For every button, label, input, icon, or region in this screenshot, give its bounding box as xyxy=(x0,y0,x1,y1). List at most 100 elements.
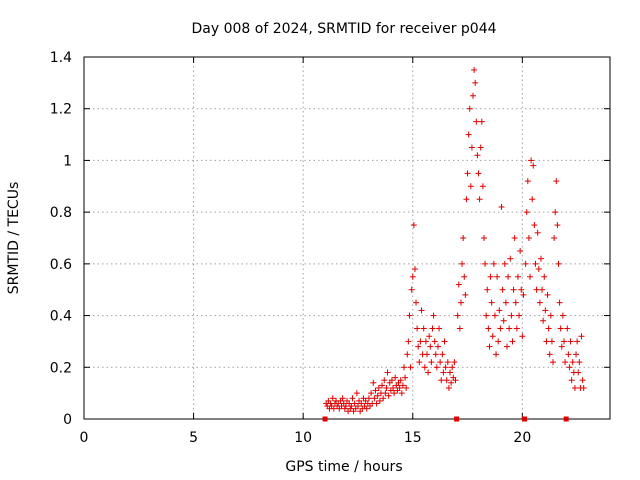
data-point xyxy=(347,405,354,412)
data-point xyxy=(493,351,500,358)
data-point xyxy=(379,382,386,389)
y-tick-label: 0.2 xyxy=(50,360,72,376)
data-point xyxy=(500,317,507,324)
data-point xyxy=(553,178,560,185)
data-point xyxy=(429,325,436,332)
data-point xyxy=(380,395,387,402)
data-point xyxy=(524,178,531,185)
data-point-marker xyxy=(563,416,569,422)
data-point xyxy=(440,369,447,376)
data-point xyxy=(408,286,415,293)
data-point-marker xyxy=(454,416,460,422)
data-point xyxy=(544,291,551,298)
data-point xyxy=(475,170,482,177)
data-point xyxy=(546,351,553,358)
y-axis-label: SRMTID / TECUs xyxy=(6,182,22,295)
data-point xyxy=(571,384,578,391)
data-point xyxy=(447,369,454,376)
data-point xyxy=(568,377,575,384)
data-point xyxy=(322,416,328,422)
data-point xyxy=(480,235,487,241)
data-point xyxy=(341,405,348,412)
data-point xyxy=(498,203,505,210)
data-point xyxy=(525,235,532,241)
y-axis: 0 0.2 0.4 0.6 0.8 1 1.2 1.4 xyxy=(50,50,610,428)
data-point xyxy=(477,144,484,151)
data-point xyxy=(434,343,441,350)
data-point xyxy=(527,273,534,280)
data-point xyxy=(490,260,497,267)
data-point xyxy=(329,395,336,402)
data-point xyxy=(413,299,420,306)
data-point xyxy=(473,118,480,125)
data-point xyxy=(564,325,571,332)
data-point xyxy=(351,400,358,407)
data-point xyxy=(456,325,463,332)
data-point xyxy=(511,235,518,241)
data-point xyxy=(342,403,349,410)
data-point xyxy=(406,312,413,319)
data-point xyxy=(529,196,536,203)
data-point xyxy=(402,374,409,381)
data-point xyxy=(494,273,501,280)
data-point xyxy=(448,379,455,386)
data-point xyxy=(373,400,380,407)
x-tick-label: 0 xyxy=(80,430,89,446)
data-point xyxy=(353,390,360,397)
data-point xyxy=(425,369,432,376)
data-point xyxy=(567,338,574,345)
data-point xyxy=(457,299,464,306)
data-point xyxy=(508,312,515,319)
data-point xyxy=(522,416,528,422)
data-point xyxy=(442,364,449,371)
data-point xyxy=(478,118,485,125)
data-point xyxy=(541,273,548,280)
data-point xyxy=(466,105,473,112)
data-point xyxy=(452,377,459,384)
data-point xyxy=(417,338,424,345)
data-point xyxy=(404,351,411,358)
data-point xyxy=(552,209,559,216)
data-point xyxy=(482,260,489,267)
data-point xyxy=(403,384,410,391)
data-point xyxy=(566,364,573,371)
data-point xyxy=(551,235,558,241)
data-point xyxy=(578,333,585,340)
x-axis: 0 5 10 15 20 xyxy=(80,57,531,446)
data-point xyxy=(548,338,555,345)
data-point xyxy=(463,196,470,203)
data-point xyxy=(432,351,439,358)
y-tick-label: 1 xyxy=(63,153,72,169)
data-point xyxy=(556,299,563,306)
data-point xyxy=(489,333,496,340)
data-point xyxy=(430,312,437,319)
chart-title: Day 008 of 2024, SRMTID for receiver p04… xyxy=(191,21,496,37)
data-point xyxy=(520,291,527,298)
y-tick-label: 0.4 xyxy=(50,309,72,325)
data-point xyxy=(580,384,587,391)
data-point xyxy=(441,338,448,345)
data-point xyxy=(390,384,397,391)
data-point xyxy=(518,286,525,293)
data-point xyxy=(484,286,491,293)
data-point xyxy=(547,312,554,319)
data-point xyxy=(427,343,434,350)
data-point xyxy=(512,299,519,306)
data-point xyxy=(499,286,506,293)
data-point xyxy=(579,377,586,384)
data-point xyxy=(487,273,494,280)
data-point xyxy=(472,79,479,86)
data-point xyxy=(391,390,398,397)
data-point xyxy=(410,222,417,229)
data-point xyxy=(502,299,509,306)
data-point xyxy=(576,359,583,366)
data-point xyxy=(495,338,502,345)
data-point xyxy=(455,281,462,288)
data-point xyxy=(421,364,428,371)
data-point xyxy=(370,379,377,386)
data-point xyxy=(423,351,430,358)
data-point xyxy=(436,325,443,332)
data-point xyxy=(531,222,538,229)
data-point xyxy=(486,343,493,350)
data-point xyxy=(533,286,540,293)
